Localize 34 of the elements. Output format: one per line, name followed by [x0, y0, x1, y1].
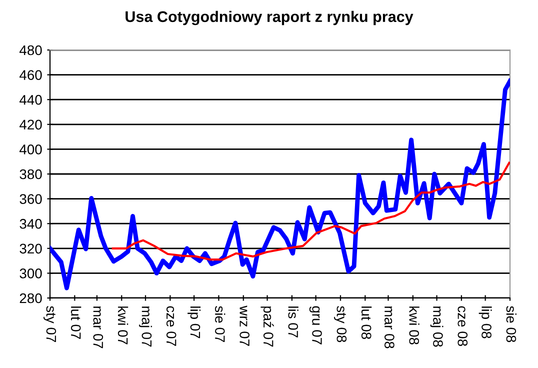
x-tick-label: lut 07 — [70, 306, 82, 339]
y-tick-label: 480 — [20, 45, 42, 56]
chart-title: Usa Cotygodniowy raport z rynku pracy — [126, 10, 414, 26]
x-tick-label: sty 07 — [44, 306, 56, 342]
x-tick-label: sty 08 — [334, 306, 347, 342]
x-tick-label: sie 08 — [506, 306, 516, 342]
x-tick-label: mar 07 — [93, 306, 104, 348]
x-tick-label: mar 08 — [384, 306, 394, 348]
x-tick-label: paź 07 — [260, 306, 274, 347]
x-tick-label: cze 07 — [166, 306, 176, 346]
x-tick-label: wrz 07 — [240, 306, 250, 346]
y-tick-label: 460 — [20, 70, 42, 80]
y-tick-label: 440 — [20, 94, 42, 105]
y-tick-label: 360 — [20, 194, 42, 204]
x-tick-label: maj 07 — [139, 306, 152, 347]
y-tick-label: 320 — [20, 244, 42, 254]
line-series — [112, 162, 510, 261]
y-tick-label: 420 — [20, 120, 42, 130]
y-tick-label: 400 — [20, 144, 42, 154]
x-tick-label: kwi 07 — [118, 306, 128, 344]
x-tick-label: cze 08 — [458, 306, 468, 346]
x-tick-label: lut 08 — [361, 306, 372, 340]
y-tick-label: 380 — [20, 169, 42, 180]
x-tick-label: kwi 08 — [409, 306, 420, 344]
x-tick-label: lip 07 — [188, 306, 201, 338]
x-tick-label: sie 07 — [214, 306, 226, 342]
x-tick-label: maj 08 — [430, 306, 444, 347]
x-tick-label: lip 08 — [478, 306, 492, 338]
line-series — [50, 78, 510, 290]
y-tick-label: 280 — [20, 293, 42, 304]
y-tick-label: 340 — [20, 218, 42, 229]
x-tick-label: lis 07 — [288, 306, 298, 338]
x-tick-label: gru 07 — [309, 306, 322, 344]
y-tick-label: 300 — [20, 268, 42, 278]
